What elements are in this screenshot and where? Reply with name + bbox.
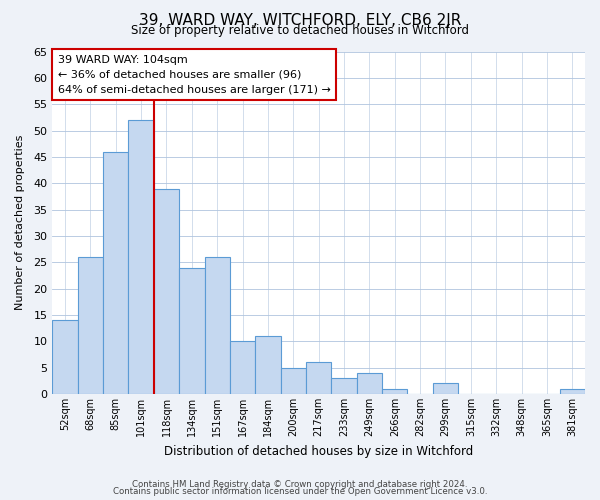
Bar: [205, 257, 230, 394]
Bar: [179, 268, 205, 394]
Bar: [77, 257, 103, 394]
Bar: [382, 388, 407, 394]
Bar: [331, 378, 357, 394]
Bar: [306, 362, 331, 394]
Text: Contains public sector information licensed under the Open Government Licence v3: Contains public sector information licen…: [113, 487, 487, 496]
Y-axis label: Number of detached properties: Number of detached properties: [15, 135, 25, 310]
Bar: [128, 120, 154, 394]
Text: Contains HM Land Registry data © Crown copyright and database right 2024.: Contains HM Land Registry data © Crown c…: [132, 480, 468, 489]
X-axis label: Distribution of detached houses by size in Witchford: Distribution of detached houses by size …: [164, 444, 473, 458]
Bar: [230, 342, 255, 394]
Text: 39, WARD WAY, WITCHFORD, ELY, CB6 2JR: 39, WARD WAY, WITCHFORD, ELY, CB6 2JR: [139, 12, 461, 28]
Text: Size of property relative to detached houses in Witchford: Size of property relative to detached ho…: [131, 24, 469, 37]
Bar: [255, 336, 281, 394]
Bar: [357, 373, 382, 394]
Bar: [560, 388, 585, 394]
Bar: [103, 152, 128, 394]
Bar: [154, 188, 179, 394]
Bar: [433, 384, 458, 394]
Bar: [52, 320, 77, 394]
Bar: [281, 368, 306, 394]
Text: 39 WARD WAY: 104sqm
← 36% of detached houses are smaller (96)
64% of semi-detach: 39 WARD WAY: 104sqm ← 36% of detached ho…: [58, 55, 331, 94]
